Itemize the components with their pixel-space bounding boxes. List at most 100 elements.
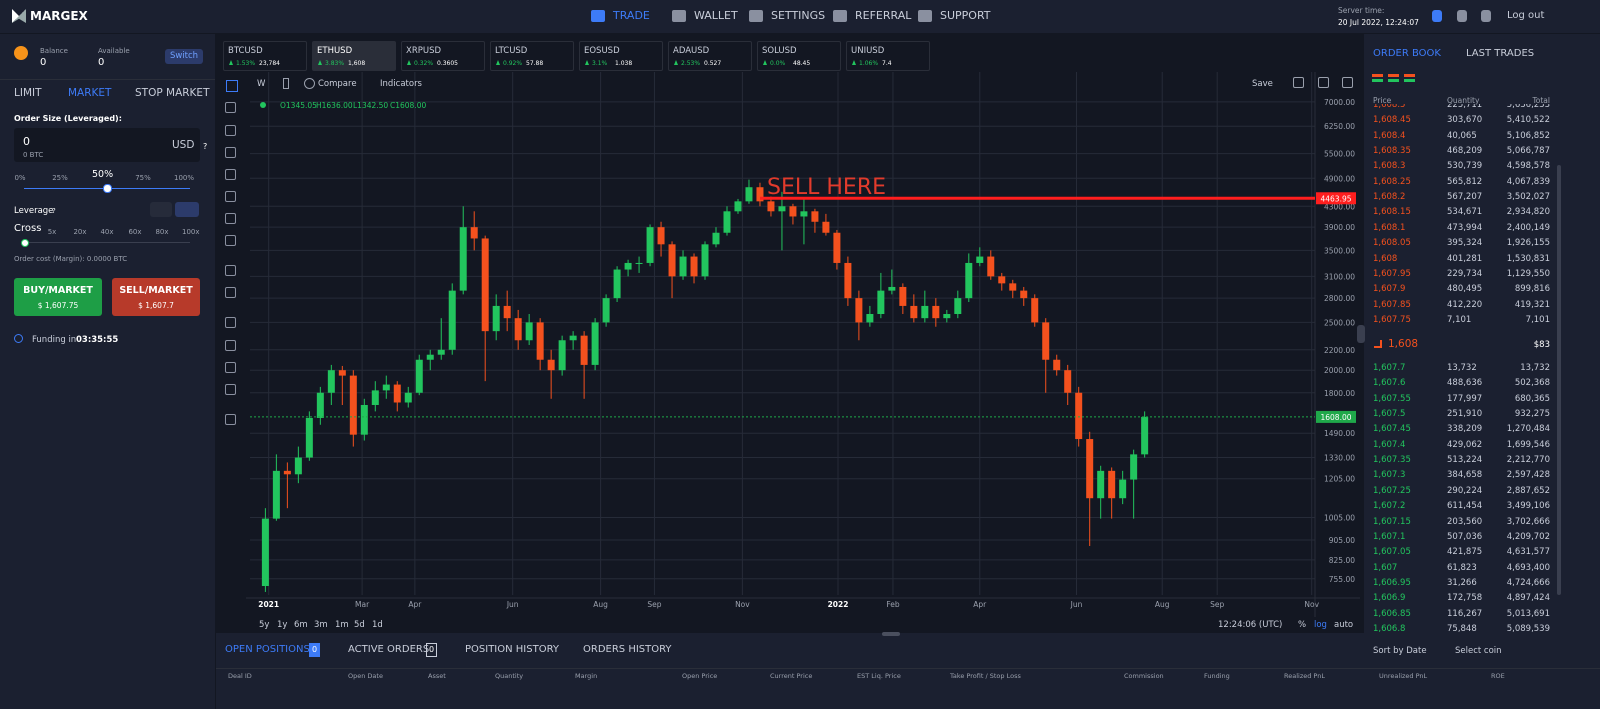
order-tab[interactable]: MARKET bbox=[68, 87, 112, 99]
tool-icon[interactable] bbox=[225, 213, 236, 224]
tool-icon[interactable] bbox=[1318, 77, 1329, 88]
mode-button[interactable] bbox=[175, 202, 199, 217]
book-qty: 530,739 bbox=[1447, 161, 1483, 172]
tool-icon[interactable] bbox=[225, 317, 236, 328]
range[interactable]: 3m bbox=[314, 620, 328, 630]
nav-item[interactable]: REFERRAL bbox=[855, 9, 912, 22]
nav-icon bbox=[918, 10, 932, 22]
scrollbar[interactable] bbox=[1557, 165, 1561, 595]
ticker-arrow bbox=[229, 60, 233, 65]
tool-icon[interactable] bbox=[225, 125, 236, 136]
book-row: 1,607 61,823 4,693,400 bbox=[1364, 562, 1560, 574]
order-tab[interactable]: STOP MARKET bbox=[135, 87, 210, 99]
book-total: 5,089,539 bbox=[1506, 623, 1550, 633]
y-tick-label: 7000.00 bbox=[1324, 98, 1355, 107]
nav-icon bbox=[833, 10, 847, 22]
tool-icon[interactable] bbox=[225, 362, 236, 373]
mode-button[interactable] bbox=[150, 202, 172, 217]
switch-button[interactable]: Switch bbox=[165, 49, 203, 64]
candle-body bbox=[591, 322, 599, 365]
range[interactable]: 5d bbox=[354, 620, 365, 630]
tool-icon[interactable] bbox=[225, 235, 236, 246]
candle-body bbox=[1053, 359, 1061, 371]
size-input[interactable] bbox=[14, 128, 200, 162]
candle-body bbox=[844, 262, 852, 299]
positions-tab[interactable]: OPEN POSITIONS bbox=[225, 644, 310, 655]
range[interactable]: 6m bbox=[294, 620, 308, 630]
range[interactable]: 1d bbox=[372, 620, 383, 630]
resize-handle[interactable] bbox=[882, 632, 900, 636]
scale-option[interactable]: % bbox=[1298, 620, 1307, 630]
candle-body bbox=[470, 227, 478, 239]
book-row: 1,607.35 513,224 2,212,770 bbox=[1364, 454, 1560, 466]
leverage-knob[interactable] bbox=[21, 239, 29, 247]
order-tab[interactable]: LIMIT bbox=[14, 87, 42, 99]
buy-button[interactable] bbox=[14, 278, 102, 316]
tool-icon[interactable] bbox=[225, 169, 236, 180]
indicators[interactable]: Indicators bbox=[380, 79, 422, 89]
book-tab[interactable]: LAST TRADES bbox=[1466, 48, 1535, 59]
ticker[interactable] bbox=[490, 41, 574, 71]
range[interactable]: 5y bbox=[259, 620, 270, 630]
tool-icon[interactable] bbox=[225, 102, 236, 113]
candle-body bbox=[745, 187, 753, 202]
positions-tab[interactable]: ORDERS HISTORY bbox=[583, 644, 672, 655]
range[interactable]: 1m bbox=[335, 620, 349, 630]
tool-icon[interactable] bbox=[1342, 77, 1353, 88]
compare[interactable]: Compare bbox=[318, 79, 357, 89]
save[interactable]: Save bbox=[1252, 79, 1273, 89]
candle-body bbox=[272, 470, 280, 519]
book-total: 2,934,820 bbox=[1506, 207, 1550, 218]
sort[interactable]: Sort by Date bbox=[1373, 646, 1427, 656]
positions-tab[interactable]: POSITION HISTORY bbox=[465, 644, 559, 655]
slider-knob[interactable] bbox=[103, 184, 112, 193]
tool-icon[interactable] bbox=[225, 191, 236, 202]
ticker[interactable] bbox=[757, 41, 841, 71]
ticker-arrow bbox=[585, 60, 589, 65]
column-header: Deal ID bbox=[228, 672, 252, 680]
column-header: ROE bbox=[1491, 672, 1505, 680]
column-header: Asset bbox=[428, 672, 446, 680]
mid-price: 1,608 bbox=[1388, 338, 1419, 350]
range[interactable]: 1y bbox=[277, 620, 288, 630]
ticker[interactable] bbox=[312, 41, 396, 71]
tool-icon[interactable] bbox=[225, 147, 236, 158]
tool-icon[interactable] bbox=[225, 287, 236, 298]
chart-type bbox=[283, 78, 289, 89]
book-price: 1,607.4 bbox=[1373, 439, 1406, 450]
sell-button[interactable] bbox=[112, 278, 200, 316]
book-row: 1,608.35 468,209 5,066,787 bbox=[1364, 145, 1560, 157]
ticker[interactable] bbox=[401, 41, 485, 71]
book-total: 4,724,666 bbox=[1506, 577, 1550, 588]
y-tick-label: 2000.00 bbox=[1324, 366, 1355, 375]
tool-icon[interactable] bbox=[225, 384, 236, 395]
book-tab[interactable]: ORDER BOOK bbox=[1373, 48, 1441, 59]
tool-icon[interactable] bbox=[225, 414, 236, 425]
nav-item[interactable]: SETTINGS bbox=[771, 9, 826, 22]
scale-option[interactable]: auto bbox=[1334, 620, 1354, 630]
tool-icon[interactable] bbox=[225, 265, 236, 276]
book-row: 1,608.4 40,065 5,106,852 bbox=[1364, 130, 1560, 142]
interval[interactable]: W bbox=[257, 79, 266, 89]
nav-item[interactable]: WALLET bbox=[694, 9, 738, 22]
ticker[interactable] bbox=[846, 41, 930, 71]
book-price: 1,608.45 bbox=[1373, 115, 1411, 126]
logo-icon bbox=[12, 9, 26, 23]
book-price: 1,608.4 bbox=[1373, 130, 1406, 141]
ticker[interactable] bbox=[668, 41, 752, 71]
scale-option[interactable]: log bbox=[1314, 620, 1327, 630]
book-price: 1,608.35 bbox=[1373, 146, 1411, 157]
positions-tab[interactable]: ACTIVE ORDERS bbox=[348, 644, 430, 655]
tool-icon[interactable] bbox=[225, 340, 236, 351]
collapse-handle[interactable] bbox=[1357, 325, 1365, 343]
book-price: 1,607.75 bbox=[1373, 314, 1411, 325]
nav-item[interactable]: SUPPORT bbox=[940, 9, 991, 22]
candle-body bbox=[525, 322, 533, 341]
ticker[interactable] bbox=[579, 41, 663, 71]
logout[interactable]: Log out bbox=[1507, 10, 1545, 21]
tool-icon[interactable] bbox=[1293, 77, 1304, 88]
nav-item[interactable]: TRADE bbox=[613, 9, 650, 22]
candle-body bbox=[1130, 454, 1138, 480]
select-coin[interactable]: Select coin bbox=[1455, 646, 1502, 656]
ticker[interactable] bbox=[223, 41, 307, 71]
